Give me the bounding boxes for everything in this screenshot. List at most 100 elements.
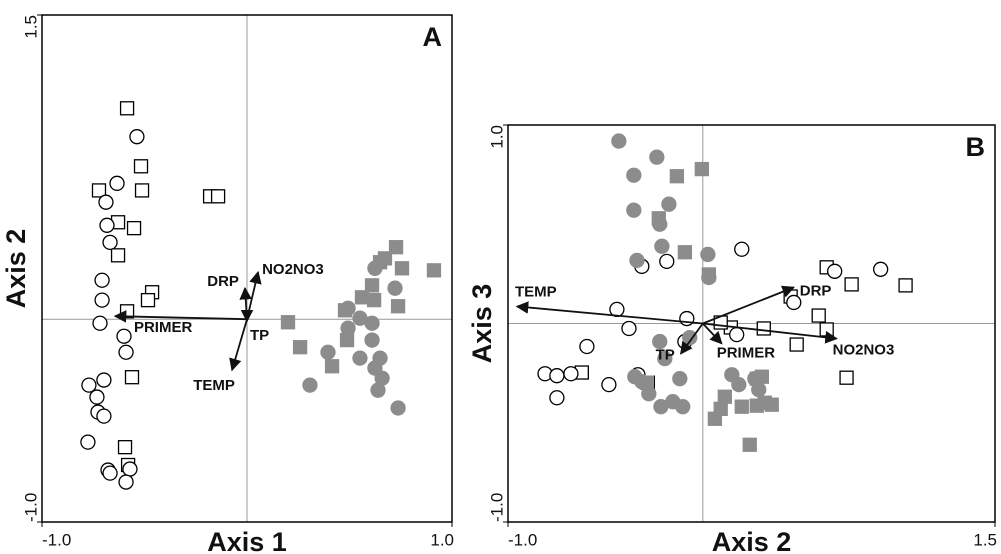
vector-label: DRP xyxy=(800,282,832,299)
circle-point xyxy=(96,408,112,424)
circle-point xyxy=(129,129,145,145)
square-point xyxy=(811,308,826,323)
vector-label: TP xyxy=(250,327,269,344)
circle-point xyxy=(634,374,650,390)
circle-point xyxy=(89,389,105,405)
circle-point xyxy=(302,377,318,393)
square-point xyxy=(140,292,156,308)
circle-point xyxy=(367,260,383,276)
square-point xyxy=(789,337,804,352)
y-tick-label: -1.0 xyxy=(21,493,40,522)
square-point xyxy=(364,278,380,293)
vector-label: PRIMER xyxy=(134,319,193,336)
square-point xyxy=(844,277,859,292)
circle-point xyxy=(827,263,843,279)
square-point xyxy=(117,440,133,455)
square-point xyxy=(366,292,382,308)
circle-point xyxy=(96,372,112,388)
x-tick-label: 1.0 xyxy=(430,530,454,549)
circle-point xyxy=(649,149,665,165)
square-point xyxy=(91,183,107,198)
square-point xyxy=(426,263,442,278)
circle-point xyxy=(751,381,767,398)
circle-point xyxy=(98,194,114,210)
vector-label: TEMP xyxy=(193,377,235,394)
circle-point xyxy=(700,246,716,263)
circle-point xyxy=(626,167,642,183)
square-point xyxy=(394,261,410,276)
circle-point xyxy=(641,386,657,402)
circle-point xyxy=(549,368,565,384)
circle-point xyxy=(340,320,356,336)
circle-point xyxy=(364,315,380,331)
square-point xyxy=(354,290,370,305)
circle-point xyxy=(661,196,677,212)
circle-point xyxy=(387,280,403,296)
square-point xyxy=(324,359,340,374)
vector-label: TEMP xyxy=(515,283,557,300)
square-point xyxy=(110,248,126,263)
y-tick-label: 1.5 xyxy=(21,15,40,39)
y-axis-label: Axis 3 xyxy=(467,284,497,364)
vector-arrow xyxy=(680,322,704,355)
x-axis-label: Axis 1 xyxy=(207,527,287,554)
x-axis-label: Axis 2 xyxy=(712,527,792,554)
circle-point xyxy=(629,252,645,269)
vector-arrow xyxy=(702,285,795,325)
circle-point xyxy=(679,310,695,327)
plot-frame xyxy=(507,124,996,523)
circle-point xyxy=(118,474,134,490)
square-point xyxy=(388,240,404,255)
circle-point xyxy=(873,261,889,277)
square-point xyxy=(694,161,709,177)
square-point xyxy=(126,220,142,236)
square-point xyxy=(717,389,732,404)
circle-point xyxy=(549,390,565,406)
square-point xyxy=(210,189,226,204)
vector-arrow xyxy=(229,318,248,372)
circle-point xyxy=(320,344,336,360)
circle-point xyxy=(611,133,627,149)
square-point xyxy=(839,370,854,385)
panel-label: B xyxy=(966,132,986,162)
square-point xyxy=(133,159,149,174)
square-point xyxy=(677,245,693,260)
x-tick-label: 1.5 xyxy=(973,530,997,549)
circle-point xyxy=(102,465,118,481)
circle-point xyxy=(94,292,110,308)
circle-point xyxy=(731,376,747,393)
circle-point xyxy=(659,253,675,270)
vector-arrow xyxy=(515,301,703,325)
square-point xyxy=(292,340,308,355)
circle-point xyxy=(102,234,118,250)
square-point xyxy=(119,101,135,116)
circle-point xyxy=(621,320,637,337)
vector-arrow xyxy=(702,322,723,345)
circle-point xyxy=(672,371,688,387)
circle-point xyxy=(734,241,750,257)
circle-point xyxy=(340,300,356,316)
circle-point xyxy=(81,377,97,393)
plot-frame xyxy=(41,14,453,523)
circle-point xyxy=(118,344,134,360)
circle-point xyxy=(92,315,108,331)
circle-point xyxy=(390,400,406,416)
circle-point xyxy=(652,216,668,232)
vector-arrow xyxy=(113,310,248,323)
square-point xyxy=(669,169,685,184)
panel-label: A xyxy=(423,22,443,52)
circle-point xyxy=(652,333,668,350)
vector-label: TP xyxy=(656,347,675,364)
square-point xyxy=(124,370,140,385)
vector-label: NO2NO3 xyxy=(833,342,895,359)
square-point xyxy=(742,437,757,452)
x-tick-label: -1.0 xyxy=(42,530,71,549)
y-axis-label: Axis 2 xyxy=(1,229,31,309)
square-point xyxy=(390,299,406,314)
circle-point xyxy=(675,399,691,415)
vector-arrow xyxy=(246,270,262,320)
circle-point xyxy=(352,350,368,366)
vector-arrow xyxy=(702,322,838,344)
square-point xyxy=(734,399,749,414)
